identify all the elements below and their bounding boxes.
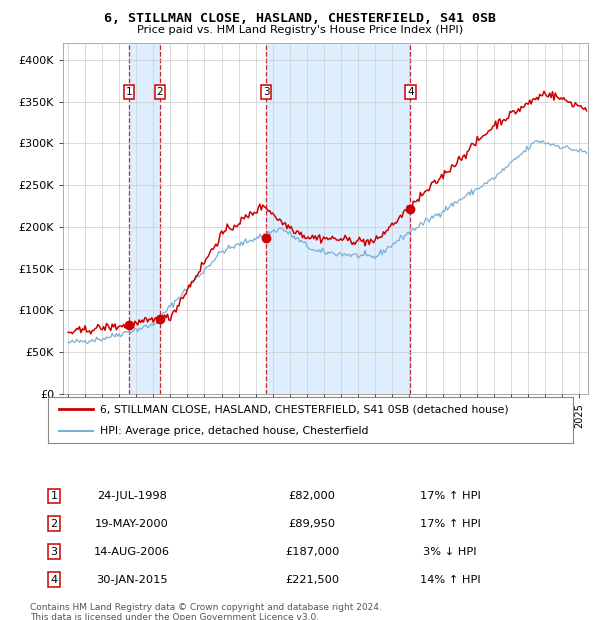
Text: 4: 4 xyxy=(407,87,414,97)
Text: 3: 3 xyxy=(50,547,58,557)
Text: Price paid vs. HM Land Registry's House Price Index (HPI): Price paid vs. HM Land Registry's House … xyxy=(137,25,463,35)
Text: 1: 1 xyxy=(50,491,58,501)
Text: 17% ↑ HPI: 17% ↑ HPI xyxy=(419,519,481,529)
Text: 19-MAY-2000: 19-MAY-2000 xyxy=(95,519,169,529)
Text: £187,000: £187,000 xyxy=(285,547,339,557)
Text: £221,500: £221,500 xyxy=(285,575,339,585)
Text: 4: 4 xyxy=(50,575,58,585)
Bar xyxy=(266,43,410,394)
Text: £82,000: £82,000 xyxy=(289,491,335,501)
Text: 6, STILLMAN CLOSE, HASLAND, CHESTERFIELD, S41 0SB: 6, STILLMAN CLOSE, HASLAND, CHESTERFIELD… xyxy=(104,12,496,25)
Text: 2: 2 xyxy=(50,519,58,529)
Text: 3% ↓ HPI: 3% ↓ HPI xyxy=(423,547,477,557)
Text: 2: 2 xyxy=(157,87,163,97)
Text: 14% ↑ HPI: 14% ↑ HPI xyxy=(419,575,481,585)
Text: Contains HM Land Registry data © Crown copyright and database right 2024.
This d: Contains HM Land Registry data © Crown c… xyxy=(30,603,382,620)
Text: £89,950: £89,950 xyxy=(289,519,335,529)
Text: 30-JAN-2015: 30-JAN-2015 xyxy=(96,575,168,585)
Text: 3: 3 xyxy=(263,87,269,97)
Text: HPI: Average price, detached house, Chesterfield: HPI: Average price, detached house, Ches… xyxy=(101,426,369,436)
Text: 17% ↑ HPI: 17% ↑ HPI xyxy=(419,491,481,501)
Bar xyxy=(129,43,160,394)
Text: 24-JUL-1998: 24-JUL-1998 xyxy=(97,491,167,501)
Text: 6, STILLMAN CLOSE, HASLAND, CHESTERFIELD, S41 0SB (detached house): 6, STILLMAN CLOSE, HASLAND, CHESTERFIELD… xyxy=(101,404,509,414)
Text: 1: 1 xyxy=(125,87,132,97)
Text: 14-AUG-2006: 14-AUG-2006 xyxy=(94,547,170,557)
